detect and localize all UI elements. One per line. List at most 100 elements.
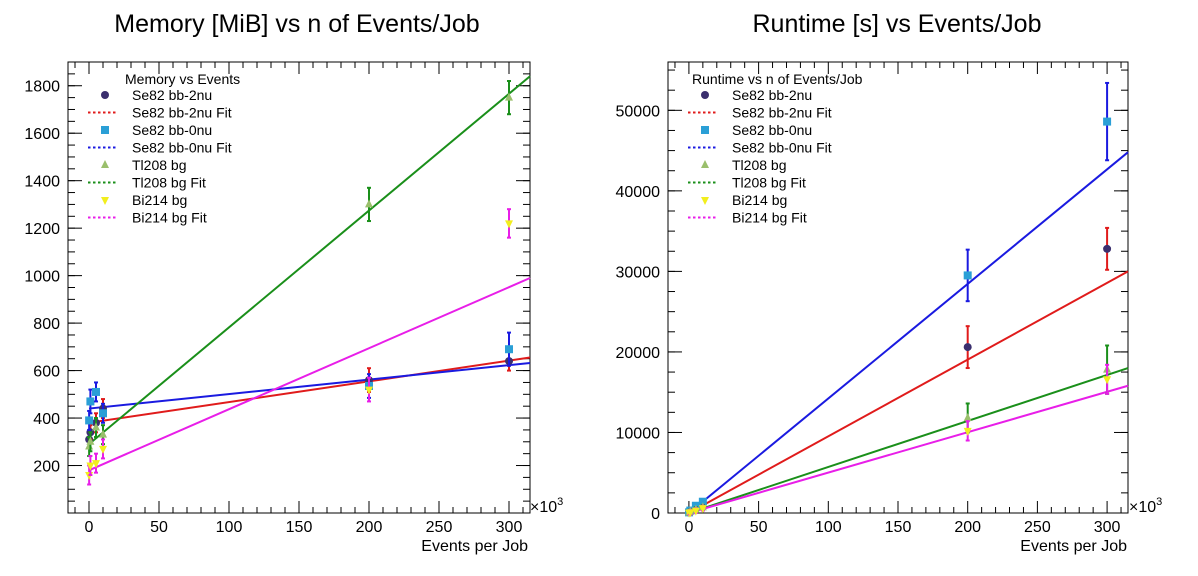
x-tick-label: 300: [1094, 519, 1121, 536]
y-tick-label: 30000: [616, 264, 661, 281]
data-point: [1103, 244, 1112, 253]
legend-marker-swatch: [101, 91, 109, 99]
data-point: [99, 429, 107, 438]
data-point: [1103, 376, 1112, 385]
fit-line: [88, 75, 531, 445]
legend-marker-swatch: [701, 91, 709, 99]
data-point: [505, 92, 513, 101]
legend-entry-label: Bi214 bg: [732, 192, 787, 208]
legend-marker-swatch: [701, 197, 709, 205]
memory-x-axis-label: Events per Job: [421, 538, 528, 555]
y-tick-label: 10000: [616, 425, 661, 442]
x-tick-label: 0: [684, 519, 693, 536]
y-tick-label: 400: [33, 411, 60, 428]
legend-entry-label: Bi214 bg Fit: [732, 210, 807, 226]
runtime-data-points: [685, 81, 1112, 518]
runtime-chart-panel: Runtime [s] vs Events/Job 0 50 100 150 200 25…: [616, 10, 1163, 555]
runtime-fit-lines: [688, 151, 1129, 514]
data-point: [99, 445, 107, 454]
y-tick-label: 40000: [616, 184, 661, 201]
runtime-legend: Runtime vs n of Events/Job Se82 bb-2nu Se…: [688, 71, 863, 226]
y-tick-label: 50000: [616, 103, 661, 120]
legend-entry-label: Se82 bb-2nu Fit: [132, 105, 232, 121]
data-point: [86, 462, 95, 471]
legend-entry-label: Bi214 bg Fit: [132, 210, 207, 226]
x-tick-label: 150: [885, 519, 912, 536]
data-point: [698, 505, 707, 514]
y-tick-label: 200: [33, 459, 60, 476]
y-tick-label: 0: [651, 506, 660, 523]
runtime-x-axis-label: Events per Job: [1020, 538, 1127, 555]
y-tick-label: 1400: [24, 174, 60, 191]
x-tick-label: 100: [216, 519, 243, 536]
y-tick-label: 1800: [24, 79, 60, 96]
data-point: [505, 345, 513, 354]
legend-entry-label: Se82 bb-2nu Fit: [732, 105, 832, 121]
y-tick-label: 800: [33, 316, 60, 333]
memory-legend: Memory vs Events Se82 bb-2nu Se82 bb-2nu …: [88, 71, 240, 226]
legend-marker-swatch: [101, 197, 109, 205]
memory-x-exponent: ×103: [530, 496, 563, 516]
data-point: [1103, 117, 1112, 126]
runtime-chart-title: Runtime [s] vs Events/Job: [752, 10, 1041, 38]
legend-entry-label: Tl208 bg Fit: [132, 175, 206, 191]
legend-entry-label: Se82 bb-2nu: [732, 87, 812, 103]
x-tick-label: 250: [426, 519, 453, 536]
x-tick-label: 200: [356, 519, 383, 536]
x-tick-label: 50: [750, 519, 768, 536]
x-tick-label: 150: [286, 519, 313, 536]
legend-entry-label: Se82 bb-0nu Fit: [732, 140, 832, 156]
fit-line: [688, 367, 1129, 514]
data-point: [963, 271, 972, 280]
fit-line: [88, 277, 531, 472]
memory-legend-title: Memory vs Events: [125, 71, 240, 87]
data-point: [963, 427, 972, 436]
memory-chart-panel: Memory [MiB] vs n of Events/Job 0 50 100 15…: [24, 10, 563, 555]
x-tick-label: 100: [815, 519, 842, 536]
y-tick-label: 1200: [24, 221, 60, 238]
y-tick-label: 20000: [616, 345, 661, 362]
legend-entry-label: Se82 bb-0nu: [732, 122, 812, 138]
legend-entry-label: Bi214 bg: [132, 192, 187, 208]
legend-entry-label: Se82 bb-0nu Fit: [132, 140, 232, 156]
legend-marker-swatch: [701, 160, 709, 168]
data-point: [86, 436, 95, 445]
legend-marker-swatch: [701, 126, 709, 134]
fit-line: [688, 270, 1129, 514]
legend-entry-label: Tl208 bg: [732, 157, 786, 173]
legend-marker-swatch: [101, 160, 109, 168]
memory-data-points: [85, 79, 513, 486]
runtime-legend-title: Runtime vs n of Events/Job: [692, 71, 863, 87]
runtime-x-exponent: ×103: [1129, 496, 1162, 516]
x-tick-label: 50: [150, 519, 168, 536]
data-point: [92, 387, 100, 396]
y-tick-label: 1000: [24, 269, 60, 286]
data-point: [85, 416, 94, 425]
legend-entry-label: Tl208 bg Fit: [732, 175, 806, 191]
runtime-axis-ticks: 0 50 100 150 200 250 300 0 10000 20000 30000 40000 5…: [616, 62, 1128, 536]
memory-chart-title: Memory [MiB] vs n of Events/Job: [114, 10, 479, 38]
legend-entry-label: Se82 bb-0nu: [132, 122, 212, 138]
x-tick-label: 0: [85, 519, 94, 536]
data-point: [963, 343, 972, 352]
legend-entry-label: Se82 bb-2nu: [132, 87, 212, 103]
data-point: [99, 409, 107, 418]
legend-entry-label: Tl208 bg: [132, 157, 186, 173]
data-point: [505, 220, 513, 229]
data-point: [92, 422, 100, 431]
x-tick-label: 200: [954, 519, 981, 536]
x-tick-label: 250: [1024, 519, 1051, 536]
y-tick-label: 600: [33, 364, 60, 381]
memory-axis-ticks: 0 50 100 150 200 250 300 200 400 600 800 1000 1200 14…: [24, 61, 530, 536]
y-tick-label: 1600: [24, 126, 60, 143]
fit-line: [88, 356, 531, 424]
data-point: [365, 386, 373, 395]
fit-line: [88, 361, 531, 410]
data-point: [86, 397, 95, 406]
data-point: [365, 199, 373, 208]
fit-line: [688, 384, 1129, 514]
data-point: [92, 460, 100, 469]
memory-fit-lines: [88, 75, 531, 472]
x-tick-label: 300: [496, 519, 523, 536]
